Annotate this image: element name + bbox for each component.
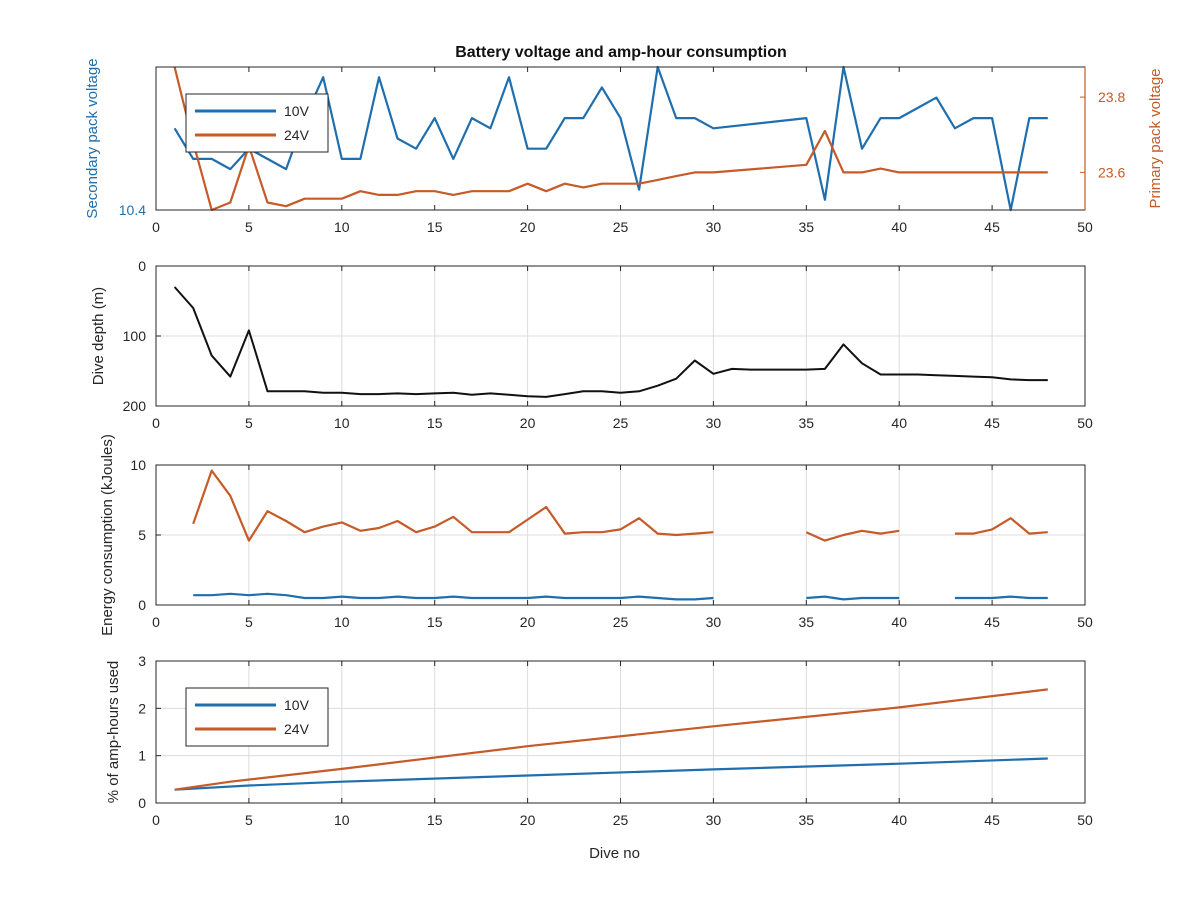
x-tick-label: 50	[1077, 415, 1093, 431]
x-tick-label: 30	[706, 812, 722, 828]
y-tick-label: 100	[123, 328, 147, 344]
y-tick-label: 10	[130, 457, 146, 473]
x-tick-label: 35	[799, 812, 815, 828]
y-tick-label: 5	[138, 527, 146, 543]
y-tick-label: 0	[138, 597, 146, 613]
y-right-axis-label: Primary pack voltage	[1147, 68, 1164, 208]
x-tick-label: 10	[334, 812, 350, 828]
x-tick-label: 40	[891, 219, 907, 235]
axes-frame	[155, 660, 1086, 804]
legend-entry: 10V	[284, 697, 310, 713]
x-tick-label: 30	[706, 614, 722, 630]
y-tick-label: 200	[123, 398, 147, 414]
series-line-24v	[173, 66, 1048, 212]
chart-title: Battery voltage and amp-hour consumption	[455, 44, 787, 61]
x-tick-label: 0	[152, 415, 160, 431]
series-line-depth	[173, 286, 1048, 398]
series-line-10v-segment	[806, 595, 900, 601]
x-tick-label: 15	[427, 219, 443, 235]
x-tick-label: 5	[245, 415, 253, 431]
x-tick-label: 25	[613, 614, 629, 630]
x-tick-label: 10	[334, 415, 350, 431]
x-tick-label: 0	[152, 614, 160, 630]
series-line-10v-segment	[954, 595, 1048, 600]
y-tick-label: 0	[138, 258, 146, 274]
x-tick-label: 35	[799, 415, 815, 431]
y-tick-label: 3	[138, 653, 146, 669]
x-tick-label: 5	[245, 219, 253, 235]
y-axis-label: Energy consumption (kJoules)	[99, 434, 116, 636]
x-tick-label: 30	[706, 219, 722, 235]
x-tick-label: 45	[984, 614, 1000, 630]
x-tick-label: 25	[613, 812, 629, 828]
y-tick-label: 1	[138, 748, 146, 764]
x-tick-label: 20	[520, 219, 536, 235]
y-right-tick-label: 23.8	[1098, 89, 1125, 105]
x-tick-label: 0	[152, 219, 160, 235]
legend-box	[185, 93, 329, 153]
series-line-24v	[174, 688, 1048, 791]
x-tick-label: 5	[245, 812, 253, 828]
x-tick-label: 30	[706, 415, 722, 431]
x-tick-label: 40	[891, 614, 907, 630]
series-line-24v-segment	[805, 529, 900, 542]
x-tick-label: 35	[799, 614, 815, 630]
legend-box	[185, 687, 329, 747]
y-axis-label: Secondary pack voltage	[84, 58, 101, 218]
x-axis-label: Dive no	[589, 845, 640, 862]
legend-entry: 24V	[284, 721, 310, 737]
x-tick-label: 40	[891, 812, 907, 828]
y-tick-label: 0	[138, 795, 146, 811]
y-axis-label: Dive depth (m)	[90, 287, 107, 385]
x-tick-label: 50	[1077, 812, 1093, 828]
y-tick-label: 2	[138, 700, 146, 716]
x-tick-label: 10	[334, 219, 350, 235]
x-tick-label: 25	[613, 219, 629, 235]
series-line-24v-segment	[954, 517, 1048, 535]
x-tick-label: 10	[334, 614, 350, 630]
x-tick-label: 15	[427, 812, 443, 828]
series-line-24v-segment	[192, 469, 714, 542]
series-line-10v	[174, 757, 1048, 791]
y-right-tick-label: 23.6	[1098, 164, 1125, 180]
y-axis-label: % of amp-hours used	[105, 661, 122, 804]
legend-entry: 24V	[284, 127, 310, 143]
x-tick-label: 0	[152, 812, 160, 828]
x-tick-label: 35	[799, 219, 815, 235]
x-tick-label: 50	[1077, 219, 1093, 235]
x-tick-label: 45	[984, 812, 1000, 828]
x-tick-label: 5	[245, 614, 253, 630]
legend-entry: 10V	[284, 103, 310, 119]
x-tick-label: 40	[891, 415, 907, 431]
x-tick-label: 25	[613, 415, 629, 431]
x-tick-label: 45	[984, 415, 1000, 431]
y-tick-label: 10.4	[119, 202, 146, 218]
x-tick-label: 50	[1077, 614, 1093, 630]
x-tick-label: 20	[520, 812, 536, 828]
x-tick-label: 15	[427, 415, 443, 431]
x-tick-label: 45	[984, 219, 1000, 235]
series-line-10v-segment	[193, 592, 714, 601]
axes-frame	[155, 265, 1086, 407]
x-tick-label: 20	[520, 415, 536, 431]
x-tick-label: 15	[427, 614, 443, 630]
axes-frame	[155, 464, 1086, 606]
x-tick-label: 20	[520, 614, 536, 630]
